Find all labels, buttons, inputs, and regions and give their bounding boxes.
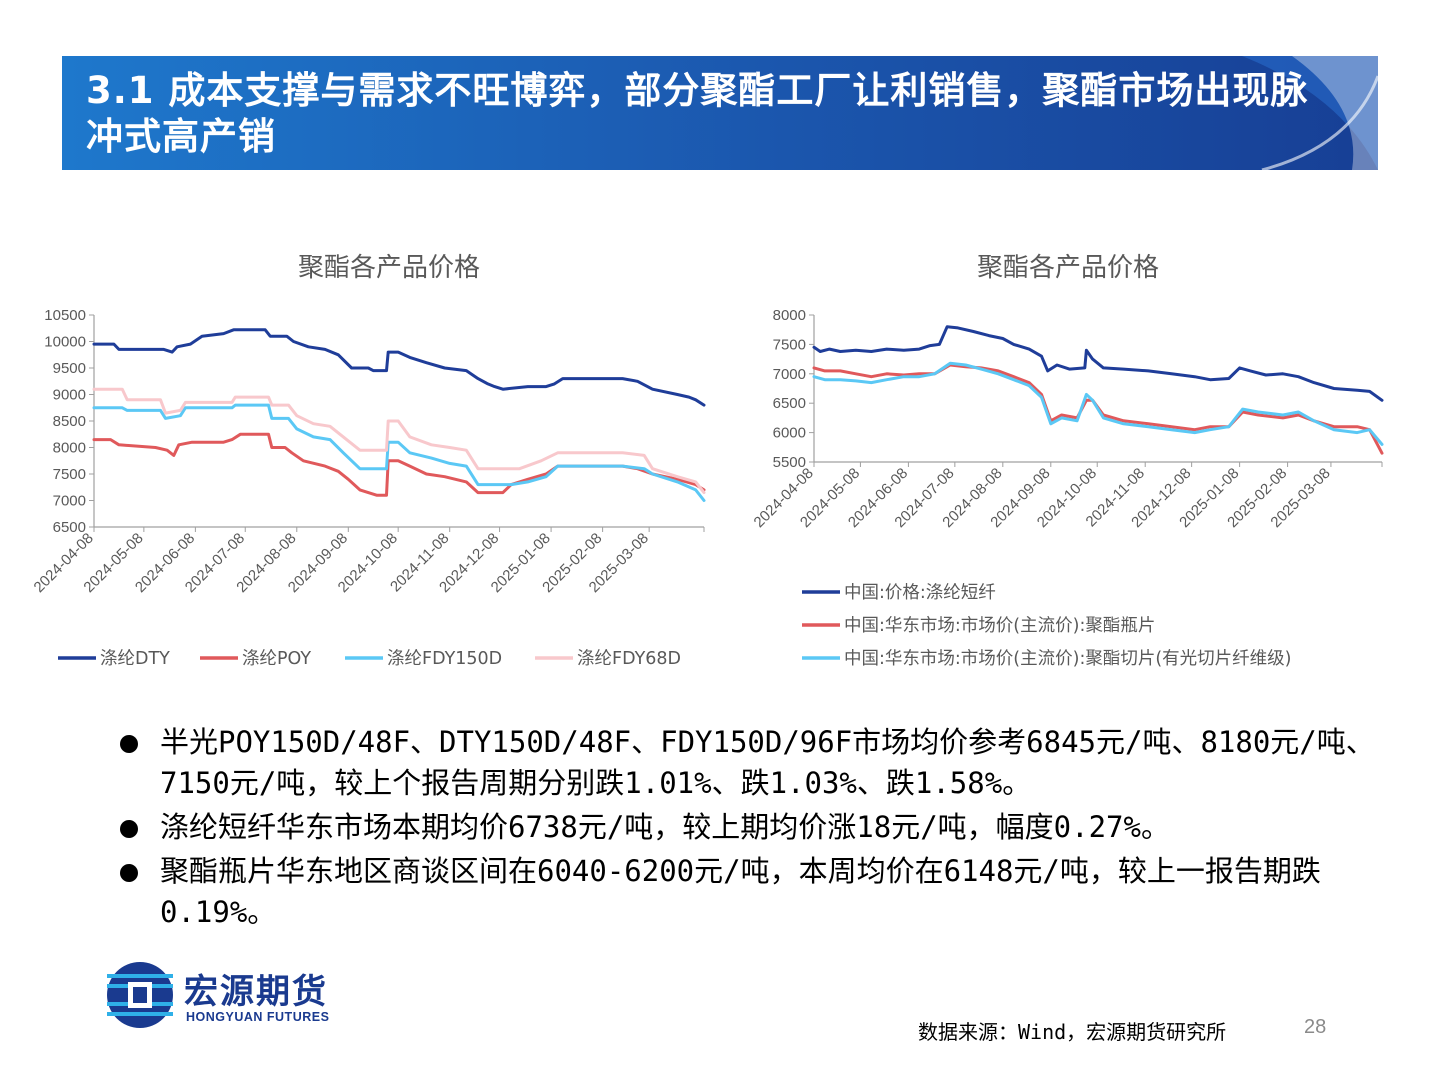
bullet-dot <box>120 864 138 882</box>
chart-left-svg: 聚酯各产品价格 6500 7000 7500 8000 8500 9000 9500 10000… <box>31 253 706 669</box>
series-line <box>92 387 706 495</box>
series-line <box>92 328 706 407</box>
bullet-text: 涤纶短纤华东市场本期均价6738元/吨，较上期均价涨18元/吨，幅度0.27%。 <box>160 810 1170 844</box>
title-banner: 3.1 成本支撑与需求不旺博弈，部分聚酯工厂让利销售，聚酯市场出现脉冲式高产销 <box>62 56 1378 170</box>
legend-label: 中国:华东市场:市场价(主流价):聚酯瓶片 <box>844 616 1155 636</box>
y-tick-label: 7500 <box>53 466 86 483</box>
y-tick-label: 6500 <box>53 519 86 536</box>
chart-left: 聚酯各产品价格 6500 7000 7500 8000 8500 9000 9500 10000… <box>10 240 720 680</box>
y-tick-label: 10500 <box>44 307 86 324</box>
y-tick-label: 6000 <box>773 425 806 442</box>
bullet-text: 聚酯瓶片华东地区商谈区间在6040-6200元/吨，本周均价在6148元/吨，较… <box>160 854 1321 929</box>
bullet-dot <box>120 820 138 838</box>
y-tick-label: 8000 <box>53 440 86 457</box>
chart-title: 聚酯各产品价格 <box>298 253 480 283</box>
y-tick-label: 8000 <box>773 307 806 324</box>
y-tick-label: 7500 <box>773 336 806 353</box>
y-tick-label: 9000 <box>53 387 86 404</box>
legend-label: 涤纶FDY68D <box>577 649 681 669</box>
legend-label: 中国:价格:涤纶短纤 <box>844 583 996 603</box>
y-tick-label: 5500 <box>773 454 806 471</box>
y-tick-label: 6500 <box>773 395 806 412</box>
bullet-list: 半光POY150D/48F、DTY150D/48F、FDY150D/96F市场均… <box>112 722 1382 936</box>
slide-title: 3.1 成本支撑与需求不旺博弈，部分聚酯工厂让利销售，聚酯市场出现脉冲式高产销 <box>86 69 1309 158</box>
y-tick-label: 9500 <box>53 360 86 377</box>
legend-label: 涤纶FDY150D <box>387 649 502 669</box>
legend-label: 涤纶DTY <box>100 649 170 669</box>
bullet-text: 半光POY150D/48F、DTY150D/48F、FDY150D/96F市场均… <box>160 725 1375 800</box>
logo-mark-icon <box>107 962 173 1028</box>
bullet-item: 半光POY150D/48F、DTY150D/48F、FDY150D/96F市场均… <box>112 722 1382 804</box>
chart-right-svg: 聚酯各产品价格5500600065007000750080002024-04-0… <box>751 253 1384 669</box>
data-source-note: 数据来源：Wind，宏源期货研究所 <box>918 1020 1227 1044</box>
legend-label: 中国:华东市场:市场价(主流价):聚酯切片(有光切片纤维级) <box>844 649 1292 669</box>
y-tick-label: 7000 <box>53 493 86 510</box>
y-tick-label: 7000 <box>773 366 806 383</box>
logo-text-cn: 宏源期货 <box>184 972 328 1012</box>
bullet-item: 聚酯瓶片华东地区商谈区间在6040-6200元/吨，本周均价在6148元/吨，较… <box>112 851 1382 933</box>
title-banner-background <box>62 56 1378 170</box>
y-tick-label: 8500 <box>53 413 86 430</box>
logo-text-en: HONGYUAN FUTURES <box>186 1010 330 1024</box>
bullet-dot <box>120 735 138 753</box>
y-tick-label: 10000 <box>44 334 86 351</box>
page-number: 28 <box>1304 1016 1327 1038</box>
bullet-item: 涤纶短纤华东市场本期均价6738元/吨，较上期均价涨18元/吨，幅度0.27%。 <box>112 807 1382 848</box>
series-line <box>92 403 706 502</box>
series-line <box>812 325 1384 402</box>
chart-title: 聚酯各产品价格 <box>977 253 1159 283</box>
series-line <box>812 361 1384 446</box>
chart-right: 聚酯各产品价格 5500 6000 6500 7000 7500 8000 2024-04-0… <box>726 240 1426 680</box>
company-logo: 宏源期货 HONGYUAN FUTURES <box>104 960 364 1030</box>
legend-label: 涤纶POY <box>242 649 311 669</box>
